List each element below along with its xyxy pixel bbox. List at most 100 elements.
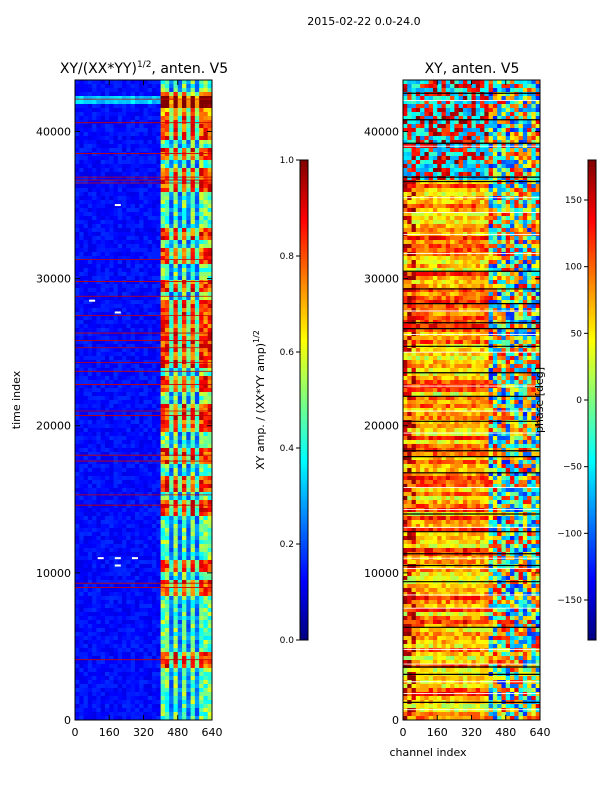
amplitude-cell — [207, 608, 212, 613]
amplitude-cell — [92, 300, 97, 305]
amplitude-cell — [126, 508, 131, 513]
amplitude-cell — [164, 288, 170, 293]
amplitude-cell — [194, 524, 200, 529]
amplitude-cell — [100, 508, 106, 513]
amplitude-cell — [156, 444, 161, 449]
amplitude-cell — [169, 188, 174, 193]
amplitude-cell — [113, 188, 119, 193]
amplitude-cell — [130, 216, 136, 221]
amplitude-cell — [156, 376, 161, 381]
amplitude-cell — [182, 672, 187, 677]
amplitude-cell — [83, 240, 89, 245]
amplitude-cell — [164, 424, 170, 429]
amplitude-cell — [177, 448, 183, 453]
amplitude-cell — [130, 620, 136, 625]
amplitude-cell — [104, 668, 110, 673]
amplitude-cell — [92, 420, 97, 425]
amplitude-cell — [130, 284, 136, 289]
amplitude-cell — [173, 616, 179, 621]
amplitude-cell — [79, 272, 84, 277]
amplitude-cell — [194, 384, 200, 389]
amplitude-cell — [83, 104, 89, 109]
amplitude-cell — [126, 224, 131, 229]
amplitude-cell — [182, 568, 187, 573]
amplitude-cell — [186, 288, 191, 293]
amplitude-cell — [177, 476, 183, 481]
amplitude-cell — [134, 668, 140, 673]
amplitude-cell — [96, 340, 101, 345]
amplitude-cell — [156, 464, 161, 469]
amplitude-cell — [109, 248, 114, 253]
amplitude-cell — [173, 400, 179, 405]
amplitude-cell — [104, 600, 110, 605]
amplitude-cell — [190, 248, 196, 253]
amplitude-cell — [199, 384, 204, 389]
amplitude-cell — [203, 220, 209, 225]
amplitude-cell — [199, 112, 204, 117]
amplitude-cell — [160, 528, 166, 533]
amplitude-cell — [122, 544, 127, 549]
amplitude-cell — [156, 564, 161, 569]
amplitude-cell — [100, 400, 106, 405]
amplitude-cell — [182, 196, 187, 201]
amplitude-cell — [152, 112, 157, 117]
amplitude-cell — [126, 668, 131, 673]
amplitude-cell — [134, 356, 140, 361]
amplitude-cell — [122, 316, 127, 321]
amplitude-cell — [173, 636, 179, 641]
amplitude-cell — [152, 524, 157, 529]
amplitude-cell — [109, 316, 114, 321]
amplitude-cell — [164, 600, 170, 605]
amplitude-cell — [152, 492, 157, 497]
amplitude-cell — [139, 96, 144, 101]
amplitude-cell — [96, 188, 101, 193]
amplitude-cell — [113, 196, 119, 201]
amplitude-cell — [207, 164, 212, 169]
amplitude-cell — [160, 664, 166, 669]
amplitude-cell — [75, 616, 80, 621]
amplitude-cell — [177, 132, 183, 137]
amplitude-cell — [104, 212, 110, 217]
amplitude-title-superscript: 1/2 — [137, 60, 151, 70]
amplitude-cell — [160, 268, 166, 273]
amplitude-cell — [182, 340, 187, 345]
amplitude-cell — [152, 400, 157, 405]
amplitude-cell — [194, 480, 200, 485]
amplitude-cell — [79, 584, 84, 589]
amplitude-cell — [199, 460, 204, 465]
amplitude-cell — [83, 148, 89, 153]
amplitude-cell — [122, 368, 127, 373]
amplitude-cell — [117, 664, 123, 669]
amplitude-cell — [177, 588, 183, 593]
amplitude-cell — [190, 520, 196, 525]
amplitude-cell — [92, 304, 97, 309]
amplitude-cell — [207, 604, 212, 609]
amplitude-cell — [169, 584, 174, 589]
amplitude-cell — [83, 364, 89, 369]
amplitude-cell — [190, 288, 196, 293]
amplitude-cell — [104, 300, 110, 305]
amplitude-cell — [169, 304, 174, 309]
amplitude-cell — [190, 576, 196, 581]
amplitude-cell — [143, 472, 149, 477]
amplitude-cell — [160, 284, 166, 289]
amplitude-panel-title: XY/(XX*YY)1/2, anten. V5 — [60, 60, 228, 77]
amplitude-cell — [156, 628, 161, 633]
amplitude-cell — [104, 280, 110, 285]
amplitude-cell — [169, 120, 174, 125]
amplitude-cell — [194, 476, 200, 481]
amplitude-cell — [104, 520, 110, 525]
amplitude-cell — [199, 320, 204, 325]
amplitude-cell — [207, 188, 212, 193]
amplitude-cell — [164, 324, 170, 329]
amplitude-cell — [207, 316, 212, 321]
amplitude-cell — [160, 120, 166, 125]
amplitude-cell — [100, 560, 106, 565]
amplitude-cell — [100, 348, 106, 353]
amplitude-cell — [92, 356, 97, 361]
amplitude-cell — [156, 548, 161, 553]
amplitude-cell — [152, 244, 157, 249]
amplitude-cell — [143, 124, 149, 129]
amplitude-cell — [104, 560, 110, 565]
amplitude-cell — [207, 548, 212, 553]
